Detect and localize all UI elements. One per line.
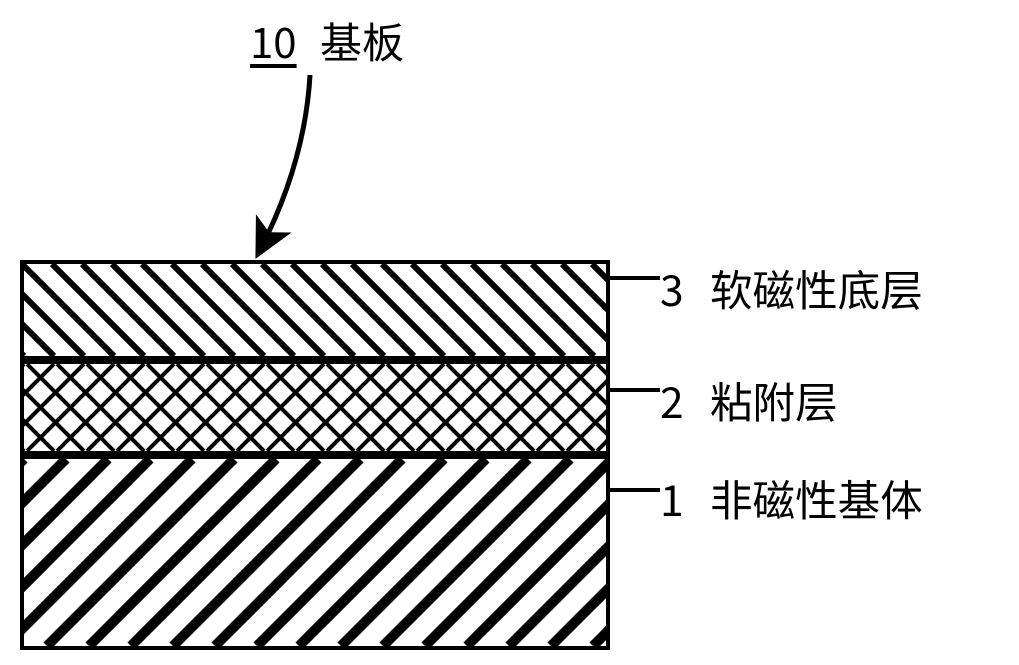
layer-number: 3 [660, 258, 684, 319]
soft-magnetic-underlayer [20, 260, 610, 360]
layer-number: 2 [660, 370, 684, 431]
layer-text: 软磁性底层 [710, 258, 923, 319]
leader-line [610, 276, 660, 280]
leader-line [610, 388, 660, 392]
pointer-text: 基板 [320, 10, 404, 71]
layer-text: 非磁性基体 [710, 468, 923, 529]
pointer-number: 10 [250, 10, 297, 71]
adhesion-layer [20, 360, 610, 455]
nonmagnetic-substrate-layer [20, 455, 610, 650]
layer-text: 粘附层 [710, 370, 838, 431]
diagram-stage: 10 基板 3 软磁性底层 2 粘附层 1 非磁性基体 [0, 0, 1019, 665]
leader-line [610, 488, 660, 492]
layer-number: 1 [660, 468, 684, 529]
